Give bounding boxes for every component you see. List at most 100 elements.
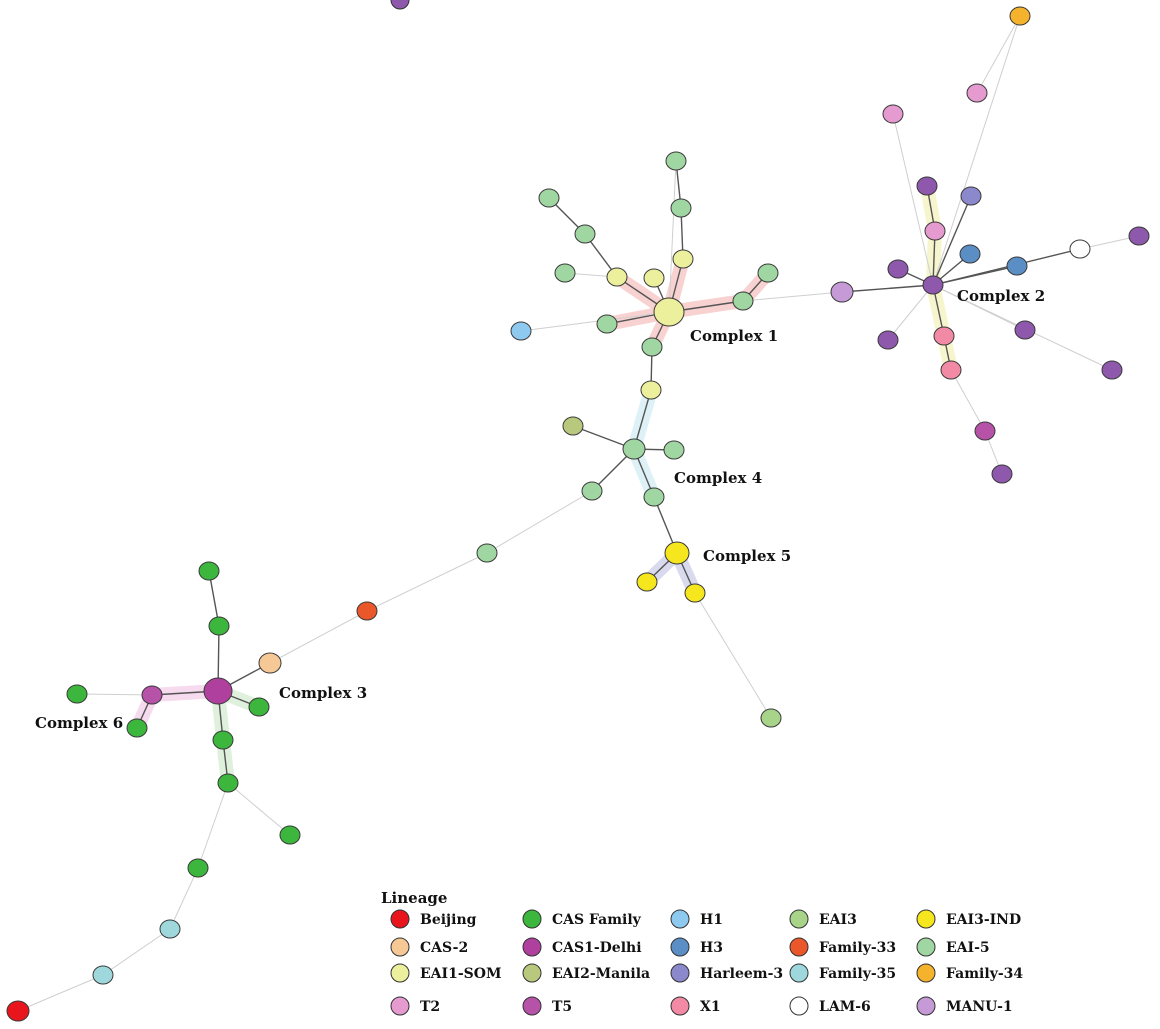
network-edge [892, 113, 934, 286]
node-eai1-som [640, 380, 662, 400]
node-eai3 [760, 708, 782, 728]
legend-swatch [670, 909, 690, 929]
node-eai-5 [538, 188, 560, 208]
network-edge [366, 552, 488, 612]
node-harleem-3 [960, 186, 982, 206]
legend-swatch [916, 937, 936, 957]
network-edge [742, 291, 843, 302]
node-cas-family [279, 825, 301, 845]
legend-swatch [670, 963, 690, 983]
node-cas-family [126, 718, 148, 738]
node-eai1-som [643, 268, 665, 288]
complex-highlights [130, 179, 958, 790]
legend-label: CAS1-Delhi [552, 940, 642, 956]
legend-title: Lineage [381, 889, 447, 907]
node-t1 [1014, 320, 1036, 340]
node-h3 [959, 244, 981, 264]
node-family-34 [1009, 6, 1031, 26]
node-family-35 [159, 919, 181, 939]
legend-swatch [789, 937, 809, 957]
node-cas-family [198, 561, 220, 581]
node-eai1-som [606, 267, 628, 287]
legend-swatch [390, 996, 410, 1016]
legend-swatch [522, 909, 542, 929]
node-t1 [916, 176, 938, 196]
node-t5 [974, 421, 996, 441]
node-cas-family [66, 684, 88, 704]
complex-2-label: Complex 2 [957, 287, 1045, 305]
node-t1 [887, 259, 909, 279]
node-family-33 [356, 601, 378, 621]
legend-swatch [522, 996, 542, 1016]
legend-label: EAI2-Manila [552, 966, 650, 982]
node-eai-5 [665, 151, 687, 171]
node-cas-family [248, 697, 270, 717]
node-x1 [940, 360, 962, 380]
node-t2 [966, 83, 988, 103]
node-manu-1 [830, 281, 854, 303]
network-edge [932, 248, 1081, 286]
network-edge [76, 693, 153, 696]
node-cas-family [212, 730, 234, 750]
legend-swatch [670, 937, 690, 957]
node-eai-5 [732, 291, 754, 311]
node-eai-5 [670, 198, 692, 218]
node-eai-5 [757, 263, 779, 283]
node-eai-5 [554, 263, 576, 283]
legend-label: Family-35 [819, 966, 896, 982]
node-eai3-ind [664, 541, 690, 565]
node-t1 [1101, 360, 1123, 380]
network-edge [197, 782, 229, 869]
node-t2 [882, 104, 904, 124]
node-t2 [924, 221, 946, 241]
network-edge [520, 311, 670, 332]
node-cas-family [217, 773, 239, 793]
legend-swatch [522, 963, 542, 983]
node-eai-5 [643, 487, 665, 507]
network-nodes [6, 6, 1150, 1022]
network-edge [668, 160, 677, 313]
complex-3-label: Complex 3 [279, 684, 367, 702]
legend-swatch [390, 909, 410, 929]
network-edge [976, 15, 1021, 94]
node-cas1-delhi [203, 677, 233, 705]
node-t5 [141, 685, 163, 705]
legend-swatch [789, 996, 809, 1016]
node-eai-5 [574, 224, 596, 244]
legend-label: EAI-5 [946, 940, 990, 956]
complex-6-label: Complex 6 [35, 714, 123, 732]
legend-label: EAI3-IND [946, 912, 1021, 928]
node-eai-5 [596, 314, 618, 334]
node-eai-5 [663, 440, 685, 460]
node-cas-family [208, 616, 230, 636]
node-family-35 [92, 965, 114, 985]
network-edge [694, 592, 772, 719]
network-edge [17, 974, 104, 1012]
node-x1 [933, 326, 955, 346]
legend-label: CAS Family [552, 912, 642, 928]
legend-label: X1 [700, 999, 721, 1015]
legend-label: H1 [700, 912, 723, 928]
network-edges [17, 15, 1140, 1012]
network-edge [841, 284, 934, 293]
node-eai3-ind [684, 583, 706, 603]
legend-swatch [916, 996, 936, 1016]
network-edge [887, 284, 934, 341]
legend-label: LAM-6 [819, 999, 871, 1015]
node-h1 [510, 321, 532, 341]
node-eai1-som [672, 249, 694, 269]
network-edge [169, 867, 199, 930]
legend-label: CAS-2 [420, 940, 468, 956]
complex-5-label: Complex 5 [703, 547, 791, 565]
complex-4-label: Complex 4 [674, 469, 762, 487]
complex-labels: Complex 1 Complex 2 Complex 3 Complex 4 … [35, 287, 1045, 732]
node-eai2-manila [562, 416, 584, 436]
legend-label: Family-33 [819, 940, 896, 956]
node-cas-2 [258, 652, 282, 674]
legend-label: Beijing [420, 912, 477, 928]
network-edge [932, 195, 972, 286]
network-edge [486, 490, 593, 554]
legend-label: T5 [552, 999, 572, 1015]
legend-label: T1 [420, 0, 440, 4]
node-t1 [922, 275, 944, 295]
